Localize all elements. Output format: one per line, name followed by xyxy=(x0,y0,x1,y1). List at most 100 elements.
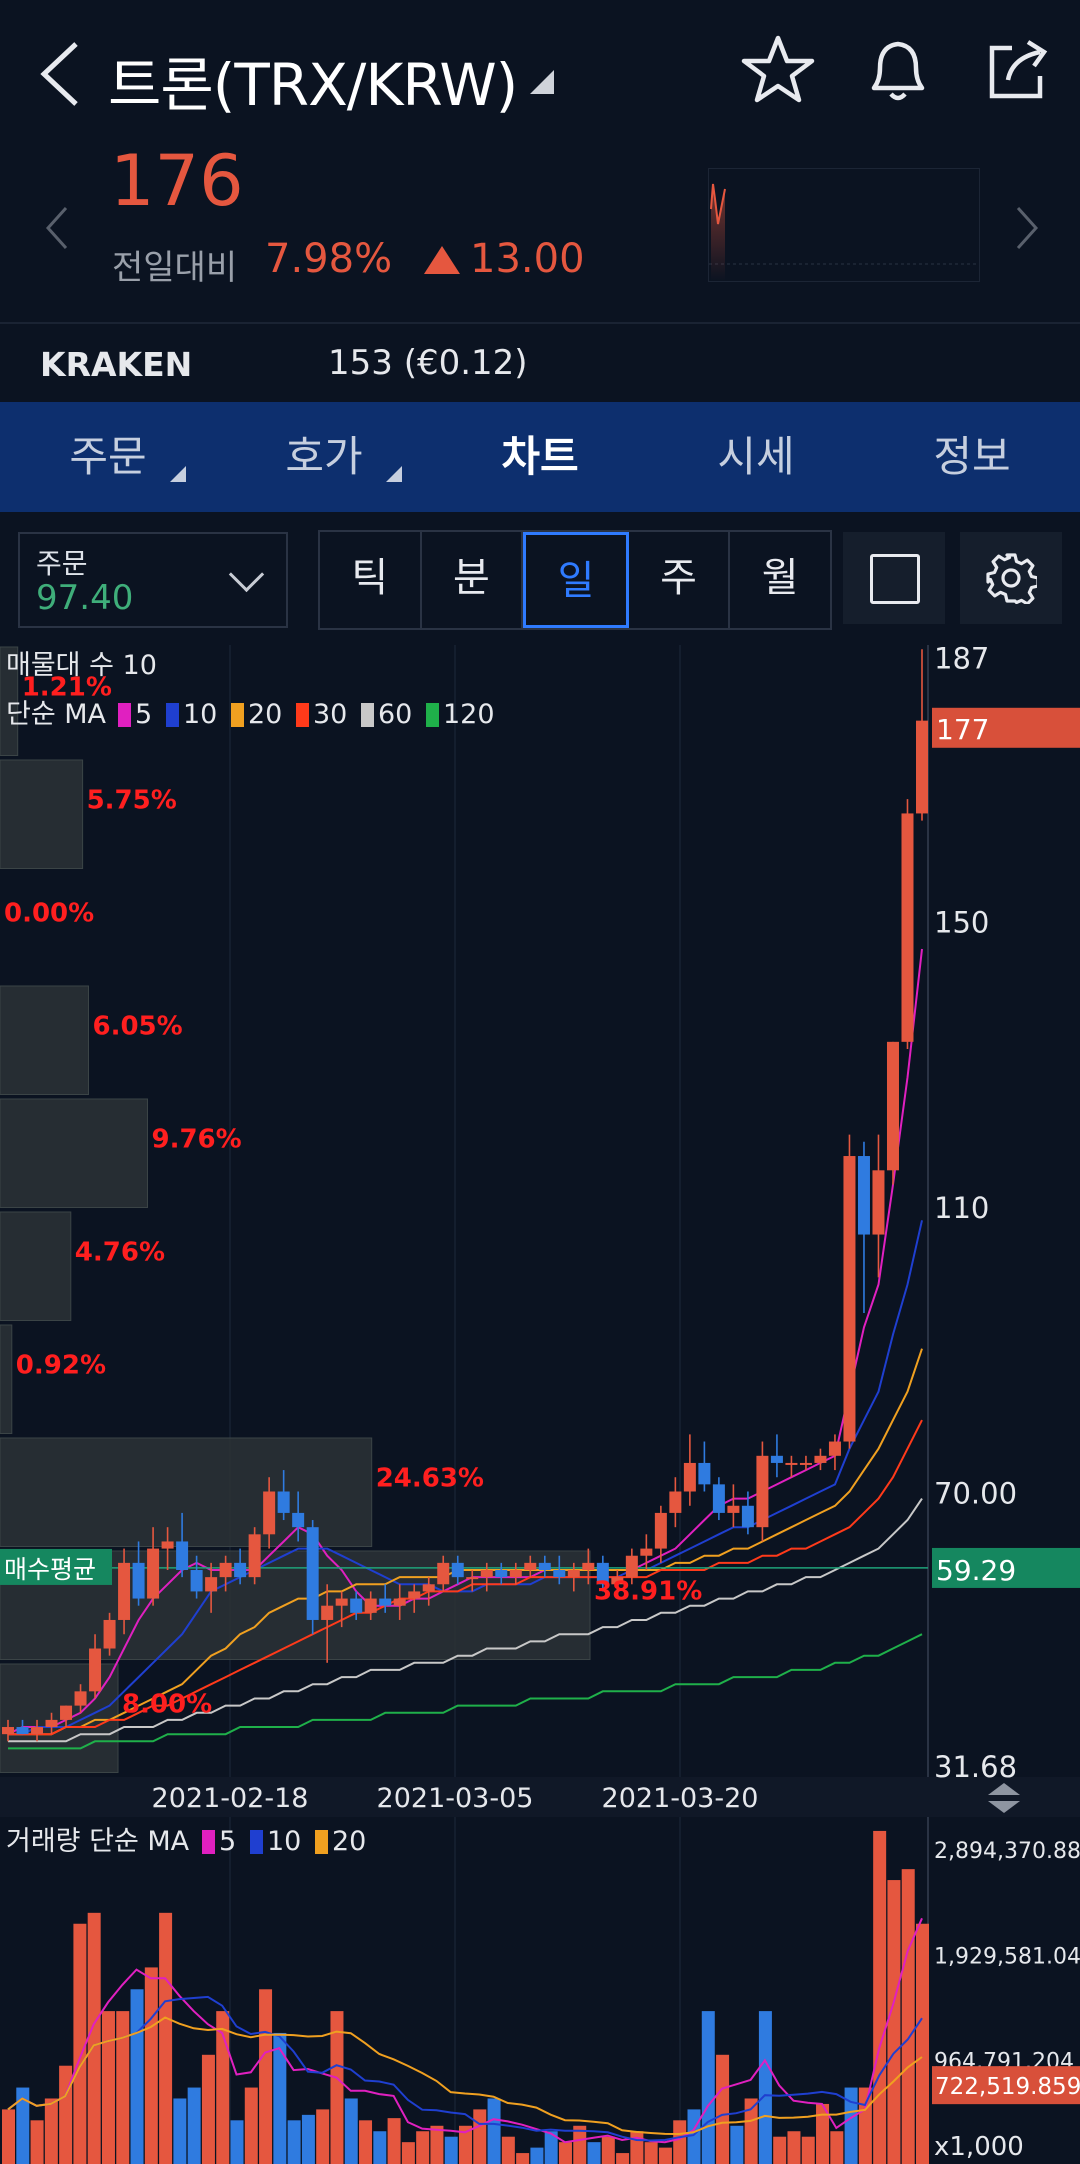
volume-bar xyxy=(444,2136,458,2164)
avg-buy-tag: 59.29 xyxy=(936,1554,1016,1587)
candle-body xyxy=(60,1705,73,1720)
candle-body xyxy=(45,1719,58,1728)
volume-ma-line-20 xyxy=(7,2016,923,2136)
volume-bar xyxy=(530,2147,544,2164)
candle-body xyxy=(901,813,914,1042)
volume-bar xyxy=(716,2054,730,2164)
candle-body xyxy=(611,1577,624,1585)
candle-body xyxy=(785,1462,798,1465)
period-week[interactable]: 주 xyxy=(629,532,731,628)
candle-body xyxy=(857,1156,870,1235)
volume-ma-line-5 xyxy=(7,1917,923,2144)
ma-line-20 xyxy=(8,1348,923,1736)
volume-bar xyxy=(816,2103,830,2164)
volume-legend-swatch xyxy=(250,1830,263,1854)
candle-body xyxy=(350,1598,363,1613)
avg-buy-tag-box xyxy=(932,1547,1080,1588)
volume-bar xyxy=(901,1869,915,2164)
candle-body xyxy=(422,1584,435,1592)
share-icon[interactable] xyxy=(978,30,1058,110)
candle-body xyxy=(466,1577,479,1580)
volume-profile-bar xyxy=(0,759,84,869)
change-percent: 7.98% xyxy=(265,236,393,282)
volume-bar xyxy=(516,2153,530,2164)
volume-profile-label: 4.76% xyxy=(75,1238,165,1268)
star-icon[interactable] xyxy=(738,30,818,110)
mini-chart[interactable] xyxy=(708,168,980,282)
volume-legend-period: 20 xyxy=(332,1826,366,1857)
period-month[interactable]: 월 xyxy=(761,555,799,601)
volume-bar xyxy=(87,1912,101,2164)
square-icon xyxy=(870,554,920,604)
period-minute[interactable]: 분 xyxy=(422,532,524,628)
candle-body xyxy=(770,1455,783,1463)
tab-orderbook[interactable]: 호가 xyxy=(216,402,432,512)
volume-bar xyxy=(230,2120,244,2164)
main-tabs: 주문 호가 차트 시세 정보 xyxy=(0,402,1080,512)
candle-body xyxy=(553,1570,566,1578)
fullscreen-button[interactable] xyxy=(843,532,945,624)
volume-bar xyxy=(487,2098,501,2164)
candle-body xyxy=(640,1548,653,1556)
candle-body xyxy=(147,1548,160,1599)
volume-bar xyxy=(601,2136,615,2164)
volume-y-tick: 1,929,581.045 xyxy=(934,1944,1080,1969)
volume-bar xyxy=(801,2136,815,2164)
period-tick[interactable]: 틱 xyxy=(320,532,422,628)
settings-button[interactable] xyxy=(960,532,1062,624)
candle-body xyxy=(306,1527,319,1620)
candle-body xyxy=(292,1512,305,1528)
candle-body xyxy=(364,1598,377,1613)
candle-body xyxy=(886,1041,899,1171)
volume-profile-bar xyxy=(0,1663,119,1773)
caret-down-icon[interactable] xyxy=(530,70,554,94)
volume-legend-swatch xyxy=(315,1830,328,1854)
period-day[interactable]: 일 xyxy=(523,532,629,628)
candle-body xyxy=(132,1562,145,1599)
candle-body xyxy=(799,1462,812,1465)
volume-legend-period: 10 xyxy=(267,1826,301,1857)
volume-profile-label: 0.92% xyxy=(16,1351,106,1381)
candle-body xyxy=(495,1570,508,1578)
candle-body xyxy=(596,1562,609,1585)
tab-info[interactable]: 정보 xyxy=(864,402,1080,512)
volume-bar xyxy=(287,2120,301,2164)
y-tick-label: 150 xyxy=(934,905,989,939)
back-icon[interactable] xyxy=(38,40,82,108)
price-chart[interactable]: 1.21% 5.75% 0.00% 6.05% 9.76% 4.76% 0.92% 24.63… xyxy=(0,645,1080,2164)
drag-handle-icon xyxy=(988,1801,1020,1813)
ma-legend-period: 120 xyxy=(443,699,495,730)
volume-bar xyxy=(873,1830,887,2164)
date-axis-band xyxy=(0,1777,1080,1817)
candle-body xyxy=(277,1491,290,1513)
volume-bar xyxy=(316,2109,330,2164)
volume-ma-line-10 xyxy=(7,1995,923,2142)
volume-bar xyxy=(744,2098,758,2164)
candle-body xyxy=(2,1727,14,1735)
tab-market[interactable]: 시세 xyxy=(648,402,864,512)
volume-bar xyxy=(359,2120,373,2164)
volume-bar xyxy=(644,2142,658,2164)
volume-profile-bar xyxy=(0,646,19,756)
current-price-tag: 177 xyxy=(936,713,989,746)
order-dropdown[interactable] xyxy=(18,532,288,628)
tab-chart[interactable]: 차트 xyxy=(432,402,648,512)
volume-bar xyxy=(144,1967,158,2164)
candle-body xyxy=(451,1562,464,1578)
bell-icon[interactable] xyxy=(858,30,938,110)
tab-label: 정보 xyxy=(933,432,1011,481)
candle-body xyxy=(321,1605,334,1620)
next-icon[interactable] xyxy=(1014,205,1040,251)
candle-body xyxy=(509,1570,522,1578)
change-amount: 13.00 xyxy=(470,236,585,282)
candle-body xyxy=(524,1562,537,1571)
volume-bar xyxy=(73,1923,87,2164)
tab-order[interactable]: 주문 xyxy=(0,402,216,512)
prev-icon[interactable] xyxy=(44,205,70,251)
volume-bar xyxy=(459,2125,472,2164)
volume-bar xyxy=(430,2125,444,2164)
up-triangle-icon xyxy=(424,246,460,274)
volume-bar xyxy=(116,2011,130,2164)
coin-title[interactable]: 트론(TRX/KRW) xyxy=(108,51,518,119)
tab-label: 시세 xyxy=(717,432,795,481)
